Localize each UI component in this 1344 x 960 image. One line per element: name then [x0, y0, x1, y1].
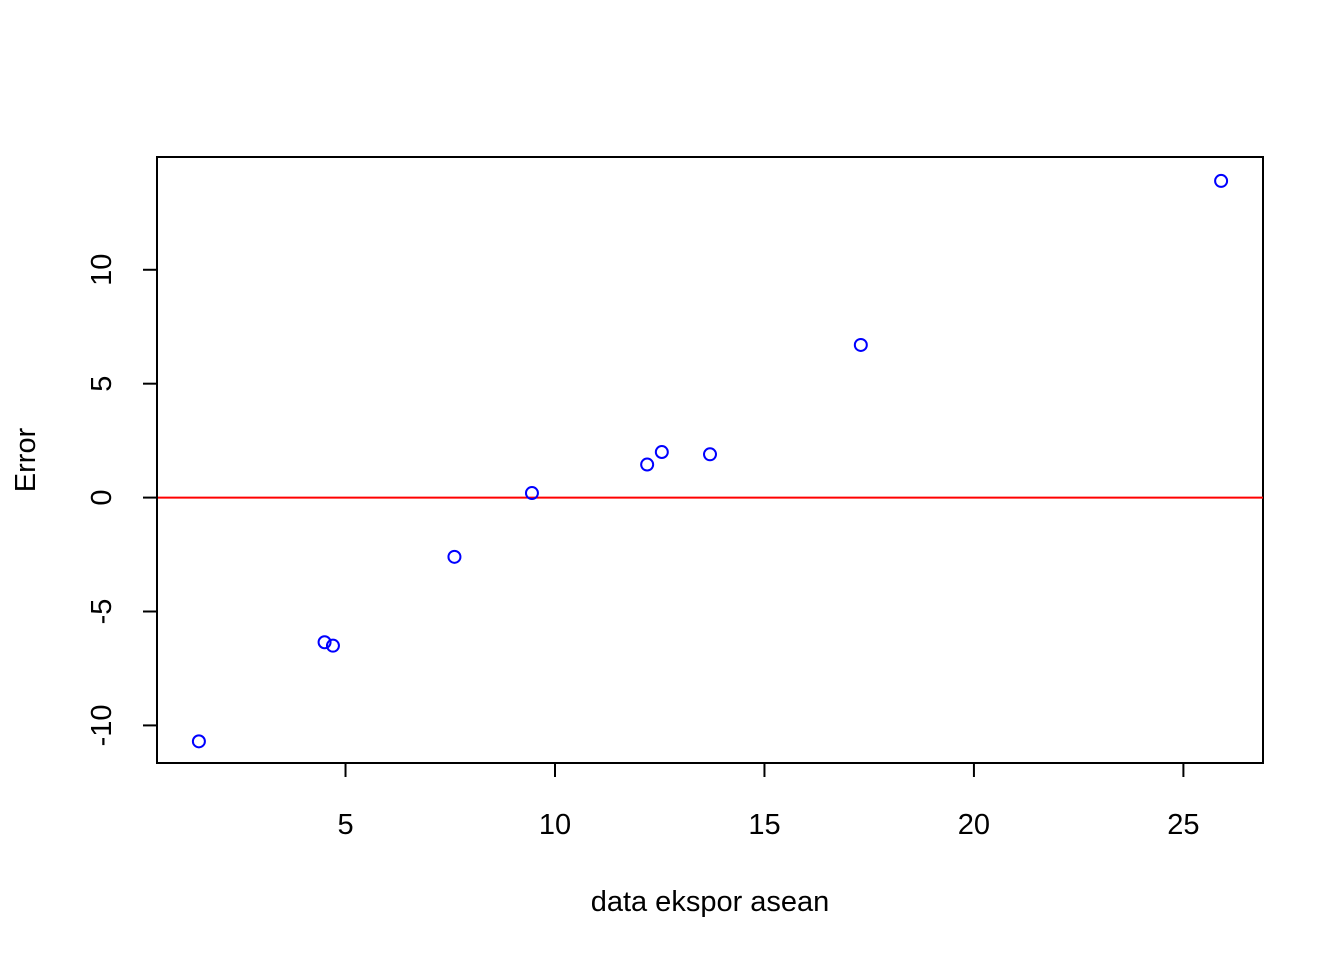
x-tick-label: 15 — [748, 809, 780, 841]
data-point-8 — [703, 447, 717, 462]
x-tick-label: 20 — [958, 809, 990, 841]
data-point-4 — [447, 549, 462, 564]
data-point-1 — [191, 734, 206, 749]
x-axis-title: data ekspor asean — [591, 886, 830, 918]
x-tick-label: 5 — [337, 809, 353, 841]
y-axis: -10 -5 0 5 10 — [86, 254, 158, 746]
y-tick-label: 0 — [86, 490, 118, 506]
data-point-2 — [317, 635, 332, 650]
data-point-6 — [640, 457, 655, 472]
y-tick-label: 5 — [86, 376, 118, 392]
data-point-7 — [654, 445, 669, 460]
y-tick-label: 10 — [86, 254, 118, 286]
x-tick-label: 25 — [1167, 809, 1199, 841]
y-tick-label: -5 — [86, 599, 118, 625]
y-tick-label: -10 — [86, 704, 118, 746]
x-tick-label: 10 — [539, 809, 571, 841]
data-point-9 — [853, 337, 868, 352]
y-axis-title: Error — [10, 427, 42, 492]
data-point-3 — [325, 638, 340, 653]
data-point-10 — [1214, 173, 1229, 188]
x-axis: 5 10 15 20 25 — [337, 762, 1200, 841]
points-group — [191, 173, 1229, 749]
data-point-5 — [524, 486, 539, 501]
